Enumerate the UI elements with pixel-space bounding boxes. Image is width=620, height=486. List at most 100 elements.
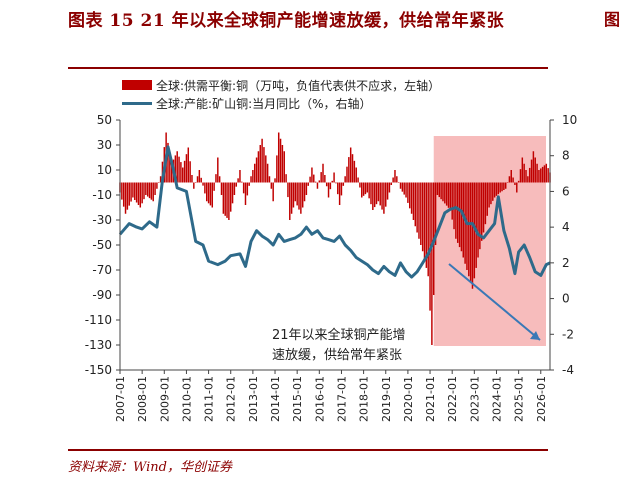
balance-bar <box>226 182 228 218</box>
balance-bar <box>200 177 202 183</box>
balance-bar <box>449 182 452 210</box>
balance-bar <box>158 182 160 183</box>
balance-bar <box>281 145 284 183</box>
balance-bar <box>266 163 269 183</box>
balance-bar <box>187 147 190 183</box>
balance-bar <box>329 182 332 190</box>
balance-bar <box>196 176 199 183</box>
chart-legend: 全球:供需平衡:铜（万吨，负值代表供不应求，左轴） 全球:产能:矿山铜:当月同比… <box>122 76 440 112</box>
balance-bar <box>300 182 302 214</box>
annotation-layer: 21年以来全球铜产能增 速放缓，供给常年紧张 <box>272 327 406 363</box>
balance-bar <box>466 182 468 270</box>
x-tick-label: 2008-01 <box>136 376 149 422</box>
balance-bar <box>331 180 333 183</box>
trend-arrow-head <box>530 331 540 340</box>
capacity-line-layer <box>118 145 551 341</box>
balance-bar <box>412 182 415 220</box>
balance-bar <box>139 182 142 208</box>
balance-bar <box>124 182 127 214</box>
balance-bar <box>534 157 536 183</box>
balance-bar <box>313 174 315 183</box>
balance-bar <box>486 182 488 216</box>
balance-bar <box>218 176 221 183</box>
legend-item-balance: 全球:供需平衡:铜（万吨，负值代表供不应求，左轴） <box>122 76 440 94</box>
balance-bar <box>527 176 529 183</box>
balance-bar <box>290 182 293 214</box>
balance-bar <box>484 182 487 225</box>
balance-bar <box>231 182 234 204</box>
legend-label-capacity: 全球:产能:矿山铜:当月同比（%，右轴） <box>156 96 372 111</box>
balance-bar <box>325 182 328 187</box>
balance-bar <box>385 182 387 207</box>
balance-bar <box>261 138 263 183</box>
balance-bar <box>324 175 326 183</box>
balance-bar <box>246 182 249 196</box>
balance-bar <box>392 177 394 183</box>
balance-bar <box>383 182 385 214</box>
balance-bar <box>342 182 345 186</box>
balance-bar <box>508 176 511 183</box>
balance-bar <box>438 182 441 198</box>
balance-bar <box>351 154 354 183</box>
balance-bar <box>309 176 311 183</box>
balance-bar <box>451 182 453 220</box>
balance-bar <box>333 172 335 183</box>
balance-bar <box>279 138 282 183</box>
right-tick-label: 10 <box>562 113 577 127</box>
balance-bar <box>194 182 197 183</box>
balance-bar <box>259 145 261 183</box>
balance-bar <box>469 182 472 283</box>
balance-bar <box>348 157 350 183</box>
balance-bar <box>493 182 496 198</box>
balance-bar <box>257 151 260 183</box>
balance-bar <box>239 170 241 183</box>
balance-bar <box>152 182 154 202</box>
right-tick-label: 6 <box>562 184 570 198</box>
balance-bar <box>514 182 516 185</box>
balance-bar <box>327 182 330 198</box>
balance-bar <box>241 181 243 183</box>
balance-bar <box>519 169 522 183</box>
balance-bar <box>182 167 184 183</box>
balance-bar <box>390 182 393 185</box>
x-tick-label: 2021-01 <box>424 376 437 422</box>
balance-bar <box>220 182 223 195</box>
x-tick-label: 2020-01 <box>402 376 415 422</box>
balance-bar <box>444 182 446 204</box>
balance-bar <box>528 167 531 183</box>
right-tick-label: -2 <box>562 327 574 341</box>
balance-bar <box>364 182 367 195</box>
balance-bar <box>445 182 448 206</box>
x-tick-label: 2026-01 <box>535 376 548 422</box>
balance-bar <box>215 174 217 183</box>
balance-bar <box>416 182 418 233</box>
balance-bar <box>204 182 206 194</box>
balance-bar <box>464 182 466 264</box>
balance-bar <box>237 178 239 183</box>
balance-bar <box>503 182 505 190</box>
balance-bar <box>307 182 309 186</box>
x-tick-label: 2017-01 <box>335 376 348 422</box>
balance-bar <box>423 182 426 260</box>
balance-bar <box>253 163 256 183</box>
balance-bar <box>436 182 439 195</box>
balance-bar <box>361 182 363 198</box>
balance-bar <box>206 182 208 202</box>
balance-bar <box>146 182 149 197</box>
balance-bar <box>287 182 289 198</box>
left-tick-label: 10 <box>97 163 112 177</box>
balance-bar <box>191 175 193 183</box>
balance-bar <box>217 157 219 183</box>
balance-bar <box>495 182 498 196</box>
balance-bar <box>189 161 191 183</box>
balance-bar <box>434 182 437 245</box>
balance-bar <box>242 182 245 194</box>
balance-bar <box>370 182 372 205</box>
annotation-text-line1: 21年以来全球铜产能增 <box>272 327 406 343</box>
balance-bar <box>122 182 125 207</box>
balance-bar <box>410 182 413 214</box>
right-tick-label: 0 <box>562 292 570 306</box>
balance-bar <box>209 182 212 206</box>
axes-layer: 503010-10-30-50-70-90-110-130-1501086420… <box>85 113 578 422</box>
